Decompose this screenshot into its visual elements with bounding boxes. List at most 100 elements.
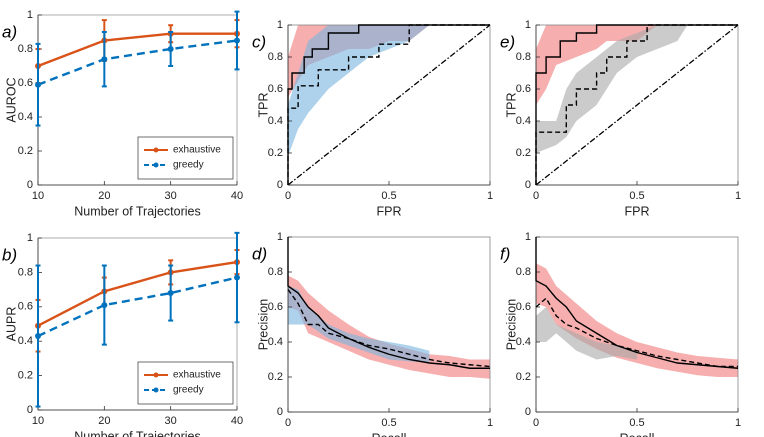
y-tick-label: 1 xyxy=(27,232,33,244)
y-tick-label: 0.4 xyxy=(18,335,33,347)
x-tick-label: 0.5 xyxy=(629,190,644,202)
y-tick-label: 0.6 xyxy=(18,301,33,313)
y-tick-label: 0 xyxy=(27,179,33,191)
y-tick-label: 0.2 xyxy=(268,371,283,383)
series-line xyxy=(535,237,739,369)
series-line xyxy=(287,289,491,368)
panel: 0 0.2 0.4 0.6 0.8 1 0 0.5 1 Recall Precision d) xyxy=(252,231,493,437)
legend-marker xyxy=(153,387,159,393)
y-tick-label: 0.4 xyxy=(268,115,283,127)
y-tick-label: 0 xyxy=(525,179,531,191)
y-tick-label: 0.2 xyxy=(516,371,531,383)
x-tick-label: 1 xyxy=(487,417,493,429)
series-line xyxy=(287,237,490,369)
y-tick-label: 1 xyxy=(525,231,531,243)
y-axis-label: Precision xyxy=(504,299,518,350)
legend-box xyxy=(137,361,234,405)
x-tick-label: 0 xyxy=(285,190,291,202)
legend-box xyxy=(137,136,234,180)
y-tick-label: 0.8 xyxy=(18,43,33,55)
chance-line xyxy=(535,24,739,186)
x-tick-label: 30 xyxy=(165,415,177,427)
x-tick-label: 40 xyxy=(231,190,243,202)
panel-label: e) xyxy=(500,32,515,51)
marker xyxy=(234,274,240,281)
y-tick-label: 0 xyxy=(277,179,283,191)
x-tick-label: 30 xyxy=(165,190,177,202)
confidence-band xyxy=(288,286,430,363)
x-axis-label: Number of Trajectories xyxy=(74,429,200,437)
marker xyxy=(167,46,174,52)
panel: 0 0.2 0.4 0.6 0.8 1 10 20 30 40 Number of Trajecto… xyxy=(2,9,243,218)
y-tick-label: 0.8 xyxy=(516,266,531,278)
x-tick-label: 0.5 xyxy=(629,417,644,429)
y-tick-label: 0.2 xyxy=(18,370,33,382)
series-line xyxy=(37,39,238,86)
y-tick-label: 0.8 xyxy=(18,266,33,278)
y-tick-label: 0.6 xyxy=(268,301,283,313)
y-tick-label: 0.8 xyxy=(516,51,531,63)
y-tick-label: 1 xyxy=(27,9,33,21)
y-tick-label: 1 xyxy=(525,19,531,31)
y-tick-label: 0 xyxy=(277,406,283,418)
legend-label: greedy xyxy=(173,160,204,171)
y-tick-label: 0 xyxy=(525,406,531,418)
x-tick-label: 1 xyxy=(735,190,741,202)
y-axis-label: AUROC xyxy=(4,77,18,122)
series-line xyxy=(37,276,238,338)
x-tick-label: 0.5 xyxy=(381,417,396,429)
y-tick-label: 0.4 xyxy=(516,115,531,127)
legend-label: exhaustive xyxy=(173,370,221,381)
panel-label: a) xyxy=(2,22,17,41)
confidence-band xyxy=(288,25,430,157)
marker xyxy=(101,56,108,63)
x-tick-label: 10 xyxy=(32,190,44,202)
series-line xyxy=(37,260,238,327)
series-line xyxy=(37,32,237,68)
series-line xyxy=(287,24,490,185)
y-tick-label: 0.6 xyxy=(516,301,531,313)
panel: 0 0.2 0.4 0.6 0.8 1 10 20 30 40 Number of Trajecto… xyxy=(2,231,243,437)
confidence-band xyxy=(536,25,688,153)
x-tick-label: 40 xyxy=(231,415,243,427)
y-tick-label: 0.8 xyxy=(268,51,283,63)
panel: 0 0.2 0.4 0.6 0.8 1 0 0.5 1 Recall Precision f) xyxy=(500,231,741,437)
y-axis-label: AUPR xyxy=(4,307,18,342)
x-tick-label: 0.5 xyxy=(381,190,396,202)
y-axis-label: TPR xyxy=(256,93,270,118)
y-tick-label: 0.6 xyxy=(516,83,531,95)
y-axis-label: Precision xyxy=(256,299,270,350)
panel-label: f) xyxy=(500,244,510,263)
x-tick-label: 0 xyxy=(533,190,539,202)
y-tick-label: 0 xyxy=(27,404,33,416)
legend-label: exhaustive xyxy=(173,145,221,156)
x-axis-label: Recall xyxy=(620,431,655,437)
series-line xyxy=(535,297,738,368)
y-tick-label: 0.4 xyxy=(18,111,33,123)
x-tick-label: 20 xyxy=(98,415,110,427)
marker xyxy=(35,333,41,340)
x-axis-label: Recall xyxy=(372,431,407,437)
panel-label: d) xyxy=(252,244,267,263)
confidence-band xyxy=(536,263,738,377)
y-tick-label: 0.2 xyxy=(18,145,33,157)
marker xyxy=(35,81,41,88)
marker xyxy=(167,290,174,297)
x-tick-label: 1 xyxy=(735,417,741,429)
y-tick-label: 0.2 xyxy=(268,147,283,159)
confidence-band xyxy=(536,25,658,105)
y-tick-label: 0.4 xyxy=(268,336,283,348)
marker xyxy=(101,302,108,309)
x-tick-label: 1 xyxy=(487,190,493,202)
x-tick-label: 20 xyxy=(98,190,110,202)
x-axis-label: Number of Trajectories xyxy=(74,204,200,218)
legend-marker xyxy=(153,162,159,168)
series-line xyxy=(535,24,738,185)
x-axis-label: FPR xyxy=(377,204,402,218)
y-tick-label: 0.6 xyxy=(268,83,283,95)
legend-label: greedy xyxy=(173,385,204,396)
panel-label: b) xyxy=(2,245,17,264)
legend-marker xyxy=(153,147,159,153)
x-tick-label: 10 xyxy=(32,415,44,427)
chance-line xyxy=(287,24,491,186)
